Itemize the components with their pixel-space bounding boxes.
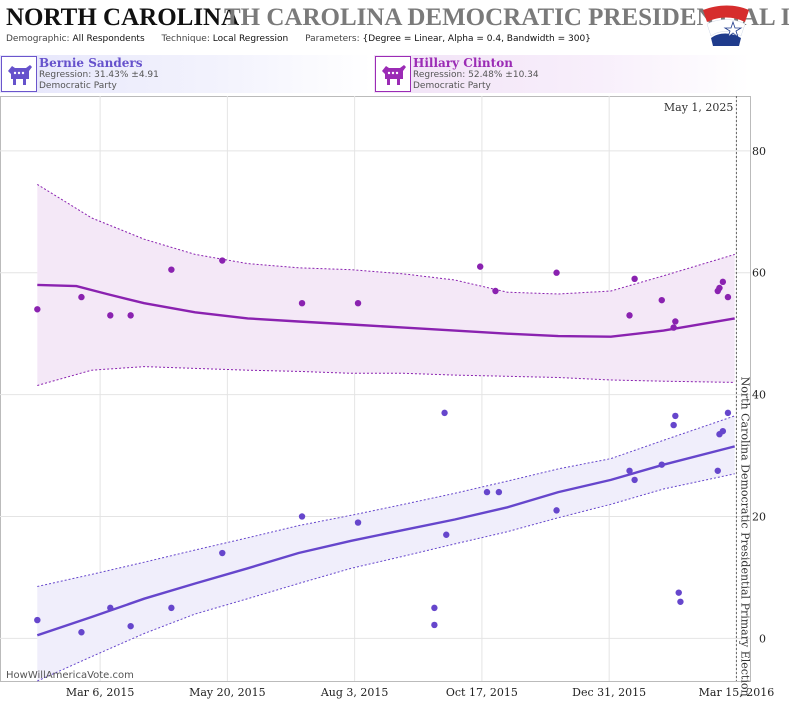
demographic-label: Demographic: [6,34,70,44]
current-date-label: May 1, 2025 [664,101,734,114]
democrat-donkey-icon [375,56,411,92]
candidate-party: Democratic Party [413,81,491,91]
poll-point-bernie-sanders [724,409,732,417]
poll-point-bernie-sanders [631,476,638,484]
poll-point-bernie-sanders [431,604,438,612]
trend-line-bernie-sanders [36,445,735,637]
parameters-value: {Degree = Linear, Alpha = 0.4, Bandwidth… [362,34,591,44]
poll-point-bernie-sanders [443,531,450,538]
poll-point-hillary-clinton [34,306,41,313]
poll-points [34,257,732,636]
trend-line-hillary-clinton [37,283,735,338]
poll-point-bernie-sanders [670,421,677,429]
poll-point-bernie-sanders [483,488,491,496]
header: NORTH CAROLINA TH CAROLINA DEMOCRATIC PR… [0,0,789,50]
parameter-bar: Demographic: All Respondents Technique: … [6,34,605,44]
y-tick-label: 60 [752,267,766,280]
election-label: North Carolina Democratic Presidential P… [738,377,751,697]
poll-point-bernie-sanders [168,604,175,612]
watermark: HowWillAmericaVote.com [6,670,134,681]
poll-point-bernie-sanders [658,461,665,468]
poll-point-hillary-clinton [626,312,633,319]
x-tick-label: Aug 3, 2015 [320,686,389,699]
poll-point-hillary-clinton [298,299,306,307]
page-title: NORTH CAROLINA [6,4,240,31]
technique-label: Technique: [161,34,210,44]
poll-point-hillary-clinton [553,269,560,276]
x-tick-label: Oct 17, 2015 [446,686,518,699]
poll-point-hillary-clinton [354,299,362,307]
x-tick-label: Mar 6, 2015 [66,686,135,699]
trend-lines [36,283,735,637]
candidate-card-sanders: Bernie Sanders Regression: 31.43% ±4.91 … [0,55,372,93]
poll-point-hillary-clinton [78,293,85,301]
poll-point-hillary-clinton [672,318,679,325]
lower-bound-hillary-clinton [37,366,735,386]
flag-logo-icon [703,5,749,46]
poll-point-bernie-sanders [672,412,679,420]
parameters-label: Parameters: [305,34,360,44]
poll-point-bernie-sanders [127,622,134,630]
y-tick-label: 40 [752,389,766,402]
poll-point-bernie-sanders [107,604,114,612]
band-bernie-sanders [37,415,735,681]
poll-point-bernie-sanders [553,507,560,514]
page-subtitle-overflow: TH CAROLINA DEMOCRATIC PRESIDENTIAL I [224,4,789,31]
poll-point-hillary-clinton [492,287,499,295]
candidate-name: Hillary Clinton [413,56,513,70]
poll-point-bernie-sanders [714,467,721,474]
polling-chart: May 1, 2025 North Carolina Democratic Pr… [0,96,774,699]
poll-point-hillary-clinton [716,284,723,292]
y-tick-label: 80 [752,145,766,158]
poll-point-hillary-clinton [127,312,134,319]
poll-point-bernie-sanders [431,621,438,629]
poll-point-hillary-clinton [107,312,114,319]
democrat-donkey-icon [1,56,37,92]
poll-point-hillary-clinton [719,278,727,286]
lower-bound-bernie-sanders [37,473,735,682]
poll-point-bernie-sanders [441,409,448,417]
poll-point-bernie-sanders [677,598,684,605]
upper-bound-bernie-sanders [37,415,735,587]
poll-point-bernie-sanders [495,488,503,496]
x-tick-label: Mar 15, 2016 [699,686,775,699]
y-tick-label: 0 [759,632,766,645]
candidate-card-clinton: Hillary Clinton Regression: 52.48% ±10.3… [374,55,750,93]
poll-point-bernie-sanders [34,616,41,624]
y-axis: 0 20 40 60 80 [752,145,766,646]
poll-point-hillary-clinton [477,263,484,270]
candidate-regression: Regression: 52.48% ±10.34 [413,70,539,80]
poll-point-bernie-sanders [675,589,682,596]
poll-point-bernie-sanders [354,519,362,526]
poll-point-hillary-clinton [658,296,665,304]
poll-point-hillary-clinton [631,275,638,283]
upper-bound-hillary-clinton [37,183,735,295]
poll-point-bernie-sanders [626,467,633,474]
poll-point-hillary-clinton [219,257,226,264]
x-tick-label: Dec 31, 2015 [572,686,646,699]
poll-point-hillary-clinton [724,293,732,301]
poll-point-bernie-sanders [78,629,85,636]
poll-point-hillary-clinton [670,324,677,331]
demographic-value: All Respondents [72,34,145,44]
x-tick-label: May 20, 2015 [189,686,266,699]
candidate-name: Bernie Sanders [39,56,143,70]
poll-point-bernie-sanders [219,549,226,557]
poll-point-bernie-sanders [298,513,306,520]
y-tick-label: 20 [752,510,766,523]
poll-point-bernie-sanders [719,427,727,435]
technique-value: Local Regression [212,34,289,44]
candidate-party: Democratic Party [39,81,117,91]
candidate-regression: Regression: 31.43% ±4.91 [39,70,159,80]
x-axis: Mar 6, 2015 May 20, 2015 Aug 3, 2015 Oct 17… [66,686,774,699]
poll-point-hillary-clinton [168,266,175,273]
